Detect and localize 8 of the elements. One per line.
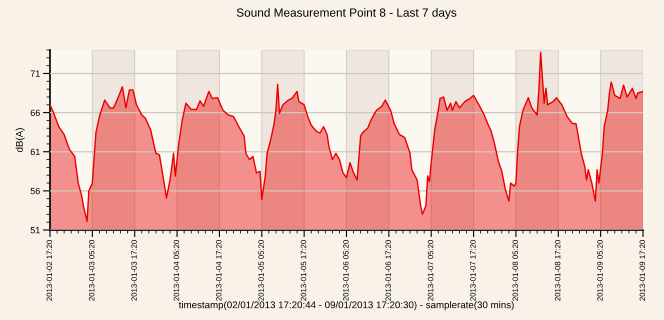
chart-title: Sound Measurement Point 8 - Last 7 days xyxy=(236,8,456,20)
y-tick-label: 61 xyxy=(30,148,40,156)
x-axis-title: timestamp(02/01/2013 17:20:44 - 09/01/2013 17:20:30) - samplerate(30 mins) xyxy=(178,301,514,310)
y-tick-label: 66 xyxy=(30,110,40,116)
y-tick-label: 51 xyxy=(30,227,40,234)
y-tick-label: 71 xyxy=(30,70,40,77)
y-tick-label: 56 xyxy=(30,188,40,194)
y-axis-title: dB(A) xyxy=(16,128,25,152)
